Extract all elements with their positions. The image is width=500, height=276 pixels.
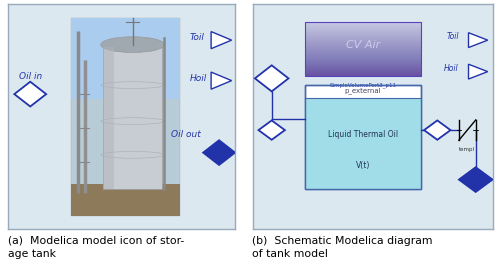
Text: V(t): V(t) — [356, 161, 370, 170]
FancyBboxPatch shape — [71, 18, 180, 99]
Polygon shape — [203, 140, 235, 165]
FancyBboxPatch shape — [103, 47, 162, 189]
Text: (a)  Modelica model icon of stor-
age tank: (a) Modelica model icon of stor- age tan… — [8, 236, 184, 259]
Text: Hoil: Hoil — [444, 64, 459, 73]
Text: Oil in: Oil in — [19, 71, 42, 81]
Polygon shape — [424, 120, 450, 140]
Text: Oil out: Oil out — [172, 130, 201, 139]
Text: CV Air: CV Air — [346, 40, 380, 50]
FancyBboxPatch shape — [306, 85, 420, 189]
Polygon shape — [255, 65, 288, 91]
Text: templ: templ — [460, 147, 475, 152]
Text: Hoil: Hoil — [190, 74, 207, 83]
Text: p_external: p_external — [344, 87, 381, 94]
FancyBboxPatch shape — [306, 97, 420, 189]
Polygon shape — [258, 120, 285, 140]
Text: Toil: Toil — [190, 33, 204, 43]
Polygon shape — [468, 33, 487, 47]
Text: (b)  Schematic Modelica diagram
of tank model: (b) Schematic Modelica diagram of tank m… — [252, 236, 433, 259]
Polygon shape — [211, 31, 232, 49]
Polygon shape — [14, 82, 46, 107]
Text: SimpleVolumePort3_p11: SimpleVolumePort3_p11 — [330, 82, 396, 88]
FancyBboxPatch shape — [71, 18, 180, 216]
Text: Liquid Thermal Oil: Liquid Thermal Oil — [328, 130, 398, 139]
FancyBboxPatch shape — [103, 47, 115, 189]
FancyBboxPatch shape — [71, 184, 180, 216]
Polygon shape — [459, 167, 492, 192]
Text: Toil: Toil — [446, 32, 459, 41]
Polygon shape — [211, 72, 232, 89]
Polygon shape — [468, 64, 487, 79]
Ellipse shape — [101, 37, 164, 52]
